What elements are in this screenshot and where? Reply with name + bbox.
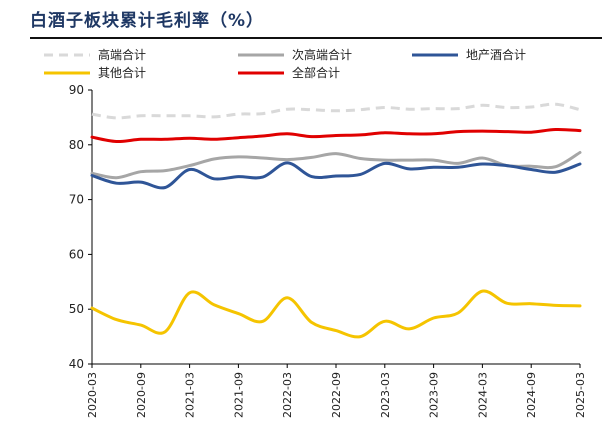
axes: 40 50 60 70 80 90 2020-03 2020-09 2021-03 2021-09… bbox=[69, 83, 587, 418]
x-tick-label: 2021-03 bbox=[184, 372, 197, 418]
x-tick-label: 2020-09 bbox=[135, 372, 148, 418]
series-line-5 bbox=[90, 127, 582, 144]
y-tick-label: 80 bbox=[69, 138, 84, 152]
series-line-4 bbox=[90, 289, 582, 339]
series-line-3 bbox=[90, 161, 582, 190]
y-tick-label: 70 bbox=[69, 193, 84, 207]
title-divider bbox=[30, 37, 602, 39]
x-tick-label: 2020-03 bbox=[86, 372, 99, 418]
x-tick-label: 2022-03 bbox=[281, 372, 294, 418]
chart-title: 白酒子板块累计毛利率（%） bbox=[30, 11, 265, 31]
series-lines bbox=[90, 102, 582, 339]
x-tick-label: 2023-09 bbox=[428, 372, 441, 418]
legend-label-4: 其他合计 bbox=[98, 65, 146, 80]
legend-label-1: 高端合计 bbox=[98, 47, 146, 62]
x-tick-label: 2021-09 bbox=[232, 372, 245, 418]
y-tick-label: 40 bbox=[69, 357, 84, 371]
y-tick-label: 60 bbox=[69, 247, 84, 261]
x-tick-label: 2023-03 bbox=[379, 372, 392, 418]
x-tick-label: 2022-09 bbox=[330, 372, 343, 418]
y-tick-label: 90 bbox=[69, 83, 84, 97]
legend-label-5: 全部合计 bbox=[292, 65, 340, 80]
x-tick-label: 2024-03 bbox=[476, 372, 489, 418]
x-tick-label: 2025-03 bbox=[574, 372, 587, 418]
legend-label-3: 地产酒合计 bbox=[466, 47, 526, 62]
legend-label-2: 次高端合计 bbox=[292, 47, 352, 62]
y-tick-label: 50 bbox=[69, 302, 84, 316]
x-tick-label: 2024-09 bbox=[525, 372, 538, 418]
series-line-1 bbox=[91, 102, 581, 120]
